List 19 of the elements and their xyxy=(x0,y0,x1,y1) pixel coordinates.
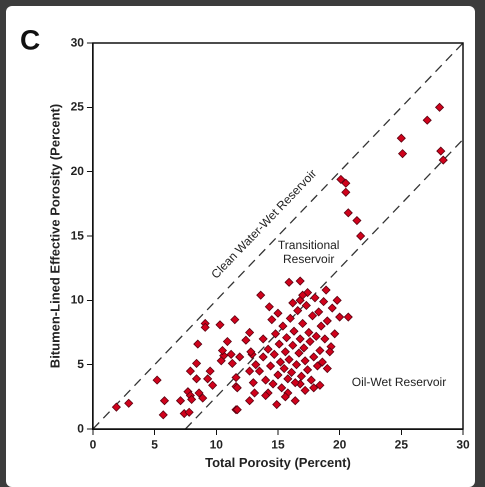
x-tick-label: 20 xyxy=(332,438,347,452)
x-tick-label: 5 xyxy=(151,438,158,452)
x-tick-label: 25 xyxy=(394,438,408,452)
y-tick-label: 30 xyxy=(70,35,84,50)
y-tick-label: 15 xyxy=(70,228,84,242)
y-tick-label: 20 xyxy=(70,164,84,178)
y-tick-label: 25 xyxy=(70,100,84,114)
x-tick-label: 15 xyxy=(271,438,285,452)
y-tick-label: 10 xyxy=(70,292,84,307)
x-tick-label: 0 xyxy=(90,438,97,452)
chart-title: C xyxy=(20,24,40,56)
x-tick-label: 10 xyxy=(210,438,224,452)
y-tick-label: 5 xyxy=(77,356,84,371)
annotation: Oil-Wet Reservoir xyxy=(352,374,446,389)
x-tick-label: 30 xyxy=(456,438,470,452)
y-tick-label: 0 xyxy=(77,421,84,436)
annotation: Transitional Reservoir xyxy=(278,238,340,266)
x-axis-title: Total Porosity (Percent) xyxy=(205,454,351,470)
y-axis-title: Bitumen-Lined Effective Porosity (Percent) xyxy=(47,104,62,368)
